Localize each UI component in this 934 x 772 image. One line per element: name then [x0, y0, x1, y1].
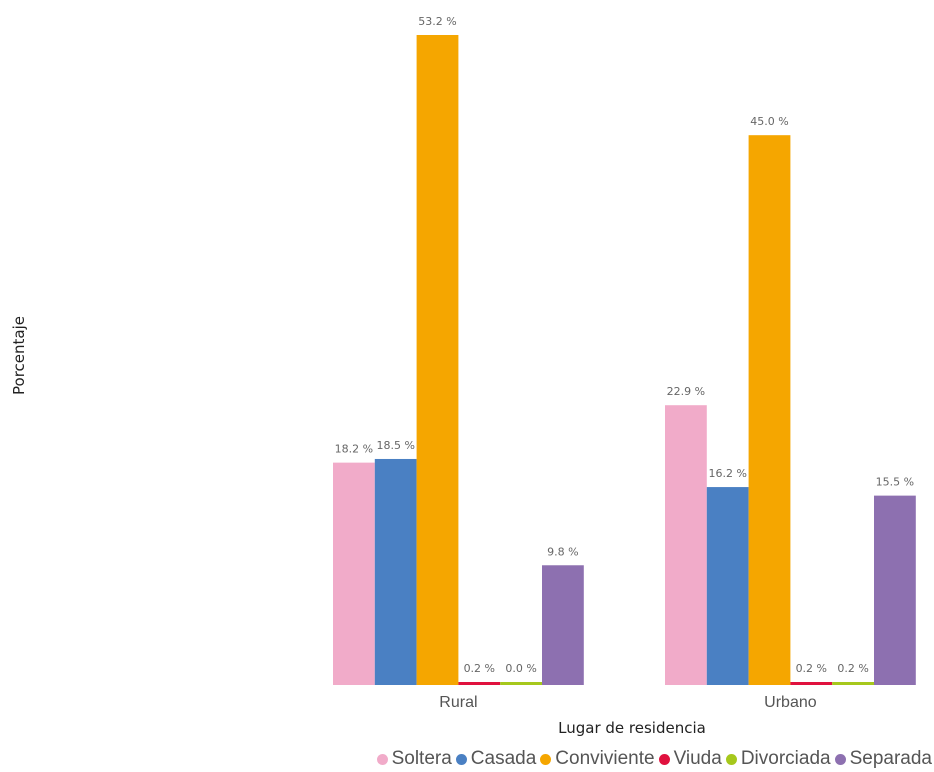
bar-conviviente-rural[interactable]	[416, 35, 459, 685]
legend-label: Separada	[849, 748, 932, 769]
data-label: 45.0 %	[750, 115, 788, 128]
y-axis-title-text: Porcentaje	[10, 316, 28, 395]
data-label: 16.2 %	[708, 467, 746, 480]
data-label: 0.2 %	[464, 662, 495, 675]
data-label: 0.2 %	[796, 662, 827, 675]
bar-casada-rural[interactable]	[374, 458, 417, 685]
legend-item-divorciada[interactable]: Divorciada	[725, 748, 831, 770]
legend-label: Viuda	[673, 748, 722, 769]
bar-separada-urbano[interactable]	[874, 495, 916, 685]
x-axis-title: Lugar de residencia	[0, 718, 934, 737]
bar-soltera-urbano[interactable]	[665, 405, 707, 685]
x-tick-label-rural: Rural	[439, 694, 477, 711]
legend-label: Conviviente	[555, 748, 655, 769]
bar-viuda-rural[interactable]	[458, 682, 501, 685]
bar-conviviente-urbano[interactable]	[748, 135, 791, 685]
legend-marker	[540, 753, 552, 765]
data-label: 53.2 %	[418, 15, 456, 28]
bar-divorciada-urbano[interactable]	[832, 682, 874, 685]
legend-label: Soltera	[391, 748, 452, 769]
legend-marker	[455, 753, 467, 765]
legend-item-conviviente[interactable]: Conviviente	[540, 748, 655, 770]
legend-marker	[725, 753, 737, 765]
data-label: 0.2 %	[837, 662, 868, 675]
bar-divorciada-rural[interactable]	[500, 682, 542, 685]
bar-soltera-rural[interactable]	[333, 462, 375, 685]
legend-label: Divorciada	[740, 748, 831, 769]
bar-viuda-urbano[interactable]	[790, 682, 833, 685]
data-label: 22.9 %	[667, 385, 705, 398]
x-axis-title-text: Lugar de residencia	[558, 719, 706, 737]
legend-marker	[376, 753, 388, 765]
data-label: 15.5 %	[876, 476, 914, 489]
bar-separada-rural[interactable]	[542, 565, 584, 685]
legend-marker	[834, 753, 846, 765]
legend-item-casada[interactable]: Casada	[455, 748, 537, 770]
legend: Soltera Casada Conviviente Viuda Divorci…	[373, 748, 932, 770]
legend-item-separada[interactable]: Separada	[834, 748, 932, 770]
data-label: 9.8 %	[547, 545, 578, 558]
legend-item-viuda[interactable]: Viuda	[658, 748, 722, 770]
x-tick-label-urbano: Urbano	[764, 694, 817, 711]
data-label: 18.5 %	[376, 439, 414, 452]
data-label: 0.0 %	[505, 662, 536, 675]
legend-label: Casada	[470, 748, 537, 769]
legend-marker	[658, 753, 670, 765]
y-axis-title: Porcentaje	[10, 316, 28, 395]
legend-item-soltera[interactable]: Soltera	[376, 748, 452, 770]
bar-casada-urbano[interactable]	[706, 487, 749, 685]
data-label: 18.2 %	[335, 443, 373, 456]
